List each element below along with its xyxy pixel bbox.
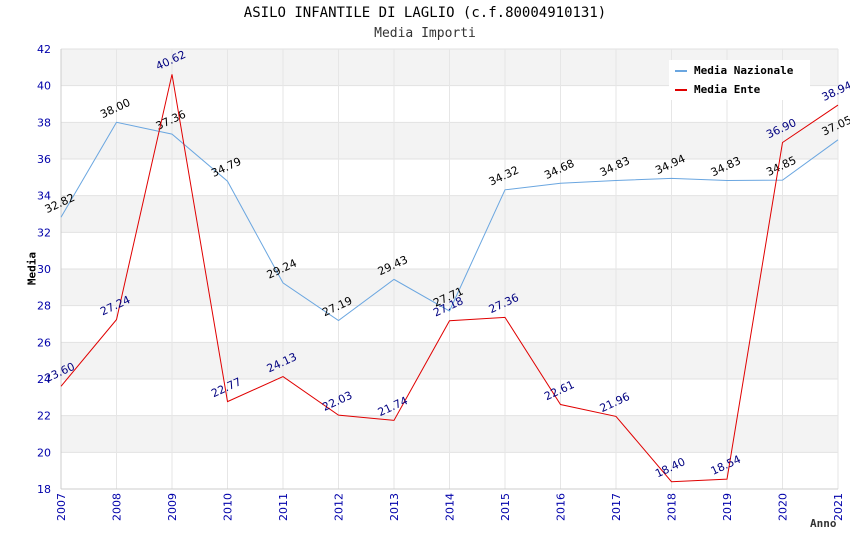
y-tick-label: 32 (37, 226, 51, 239)
x-tick-label: 2019 (721, 493, 734, 521)
x-tick-label: 2010 (222, 493, 235, 521)
y-tick-label: 42 (37, 43, 51, 56)
y-tick-label: 20 (37, 446, 51, 459)
legend-entry-media-nazionale[interactable]: Media Nazionale (675, 63, 793, 79)
x-axis-label: Anno (810, 517, 837, 530)
x-tick-label: 2007 (55, 493, 68, 521)
chart-legend: Media Nazionale Media Ente (669, 60, 810, 100)
legend-label-media-ente: Media Ente (694, 83, 761, 96)
x-tick-label: 2009 (166, 493, 179, 521)
y-tick-label: 24 (37, 373, 51, 386)
x-tick-label: 2013 (388, 493, 401, 521)
y-tick-label: 28 (37, 300, 51, 313)
x-tick-label: 2008 (111, 493, 124, 521)
x-tick-label: 2011 (277, 493, 290, 521)
x-tick-label: 2016 (555, 493, 568, 521)
chart-title: ASILO INFANTILE DI LAGLIO (c.f.800049101… (243, 5, 607, 21)
y-tick-label: 36 (37, 153, 51, 166)
y-tick-label: 34 (37, 190, 51, 203)
legend-entry-media-ente[interactable]: Media Ente (675, 82, 760, 98)
y-tick-label: 40 (37, 80, 51, 93)
y-tick-label: 30 (37, 263, 51, 276)
x-tick-label: 2021 (832, 493, 845, 521)
y-tick-label: 38 (37, 116, 51, 129)
x-tick-label: 2018 (666, 493, 679, 521)
y-tick-label: 22 (37, 410, 51, 423)
x-tick-label: 2012 (333, 493, 346, 521)
x-tick-label: 2020 (777, 493, 790, 521)
x-tick-label: 2015 (499, 493, 512, 521)
y-tick-label: 26 (37, 336, 51, 349)
y-axis-label: Media (25, 251, 39, 286)
series-line-media-ente (60, 74, 839, 483)
x-tick-label: 2017 (610, 493, 623, 521)
y-tick-label: 18 (37, 483, 51, 496)
legend-swatch-media-ente (675, 89, 687, 91)
series-line-media-nazionale (60, 121, 839, 322)
chart-subtitle: Media Importi (374, 26, 476, 41)
x-tick-label: 2014 (444, 493, 457, 521)
legend-swatch-media-nazionale (675, 70, 687, 72)
legend-label-media-nazionale: Media Nazionale (694, 64, 794, 77)
